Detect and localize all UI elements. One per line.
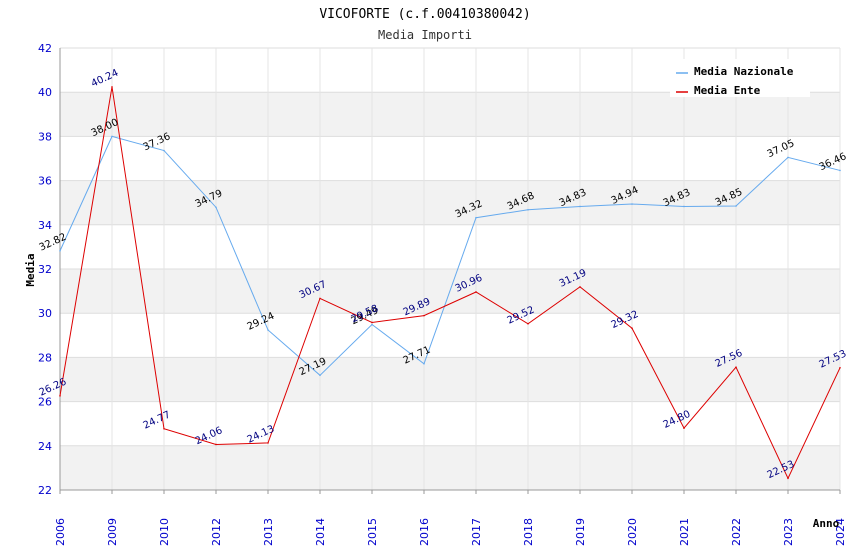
y-tick-label: 32 (38, 263, 52, 276)
data-point (319, 297, 321, 300)
x-tick-label: 2022 (730, 518, 743, 546)
legend-label-media-nazionale: Media Nazionale (694, 65, 794, 78)
background-band (60, 180, 840, 225)
x-tick-label: 2009 (106, 518, 119, 546)
x-tick-label: 2013 (262, 518, 275, 546)
x-tick-label: 2017 (470, 518, 483, 546)
x-tick-label: 2016 (418, 518, 431, 546)
background-band (60, 445, 840, 490)
data-point (163, 427, 165, 430)
x-tick-label: 2024 (834, 518, 847, 546)
legend: Media Nazionale Media Ente (670, 59, 810, 97)
data-point (787, 156, 789, 159)
x-tick-labels: 2006 2009 2010 2012 2013 2014 2015 2016 2017 2018… (54, 518, 847, 546)
data-point (683, 427, 685, 429)
x-tick-label: 2020 (626, 518, 639, 546)
x-tick-label: 2010 (158, 518, 171, 546)
x-tick-label: 2019 (574, 518, 587, 546)
background-band (60, 92, 840, 137)
data-point (163, 149, 165, 152)
data-point (423, 363, 425, 365)
data-point (267, 442, 269, 444)
background-band (60, 313, 840, 358)
y-axis-label: Media (24, 253, 37, 286)
data-point (423, 314, 425, 317)
background-band (60, 401, 840, 446)
x-tick-label: 2023 (782, 518, 795, 546)
legend-label-media-ente: Media Ente (694, 84, 761, 97)
x-tick-label: 2018 (522, 518, 535, 546)
x-tick-label: 2014 (314, 518, 327, 546)
chart-title: VICOFORTE (c.f.00410380042) (319, 7, 530, 22)
data-point (527, 208, 529, 211)
data-point (319, 374, 321, 377)
y-tick-label: 26 (38, 396, 52, 409)
data-point (787, 477, 789, 480)
y-tick-label: 34 (38, 219, 52, 232)
axes (59, 48, 840, 491)
background-band (60, 136, 840, 181)
data-point (59, 250, 61, 252)
data-point (371, 321, 373, 324)
data-point (579, 286, 581, 288)
background-band (60, 357, 840, 402)
series-lines (59, 86, 841, 480)
data-point (527, 323, 529, 325)
data-point (839, 366, 841, 369)
data-point (631, 203, 633, 205)
legend-box (670, 59, 810, 97)
data-point (579, 205, 581, 208)
series-line-media-ente (59, 86, 841, 480)
data-point (111, 86, 113, 88)
y-tick-label: 42 (38, 42, 52, 55)
chart-subtitle: Media Importi (378, 28, 472, 42)
data-point (475, 291, 477, 293)
data-point (267, 329, 269, 331)
x-axis-label: Anno (813, 517, 840, 530)
data-point (683, 205, 685, 208)
y-tick-label: 24 (38, 440, 52, 453)
background-band (60, 224, 840, 269)
y-tick-label: 40 (38, 86, 52, 99)
data-point (215, 443, 217, 446)
data-point (215, 206, 217, 209)
data-point (59, 395, 61, 397)
data-point (735, 366, 737, 368)
data-point (111, 135, 113, 138)
x-tick-label: 2006 (54, 518, 67, 546)
data-point (735, 205, 737, 207)
y-tick-labels: 22 24 26 28 30 32 34 36 38 40 42 (38, 42, 52, 497)
x-tick-label: 2015 (366, 518, 379, 546)
y-tick-label: 36 (38, 175, 52, 188)
x-tick-label: 2012 (210, 518, 223, 546)
y-tick-label: 38 (38, 130, 52, 143)
data-point (475, 216, 477, 219)
y-tick-label: 28 (38, 351, 52, 364)
data-point (839, 169, 841, 172)
data-point (371, 323, 373, 326)
series-line-media-nazionale (59, 135, 841, 376)
x-tick-label: 2021 (678, 518, 691, 546)
y-tick-label: 30 (38, 307, 52, 320)
data-point (631, 327, 633, 330)
y-tick-label: 22 (38, 484, 52, 497)
